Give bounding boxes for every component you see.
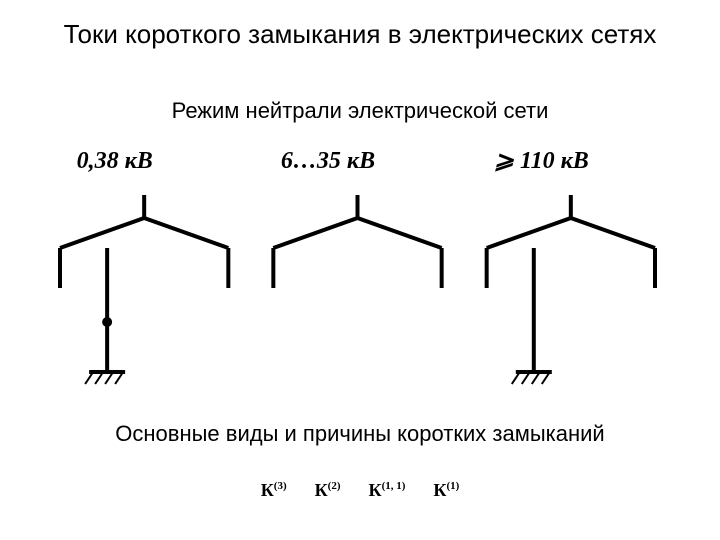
page-title: Токи короткого замыкания в электрических… [0, 18, 720, 51]
k-type-2: К(1, 1) [355, 480, 420, 501]
k-type-0: К(3) [247, 480, 301, 501]
neutral-mode-heading: Режим нейтрали электрической сети [0, 98, 720, 124]
neutral-diagrams: 0,38 кВ 6…35 кВ ⩾ 110 кВ [40, 140, 680, 400]
k-types-row: К(3)К(2)К(1, 1)К(1) [0, 480, 720, 501]
k-type-3: К(1) [419, 480, 473, 501]
voltage-label-1: 6…35 кВ [281, 148, 375, 174]
winding-diagram-2: ⩾ 110 кВ [487, 148, 655, 384]
voltage-label-2: ⩾ 110 кВ [494, 148, 589, 174]
short-circuit-types-heading: Основные виды и причины коротких замыкан… [0, 420, 720, 448]
winding-diagram-0: 0,38 кВ [60, 148, 228, 384]
winding-diagram-1: 6…35 кВ [273, 148, 441, 288]
voltage-label-0: 0,38 кВ [77, 148, 153, 174]
neutral-node-icon [102, 317, 112, 327]
k-type-1: К(2) [301, 480, 355, 501]
